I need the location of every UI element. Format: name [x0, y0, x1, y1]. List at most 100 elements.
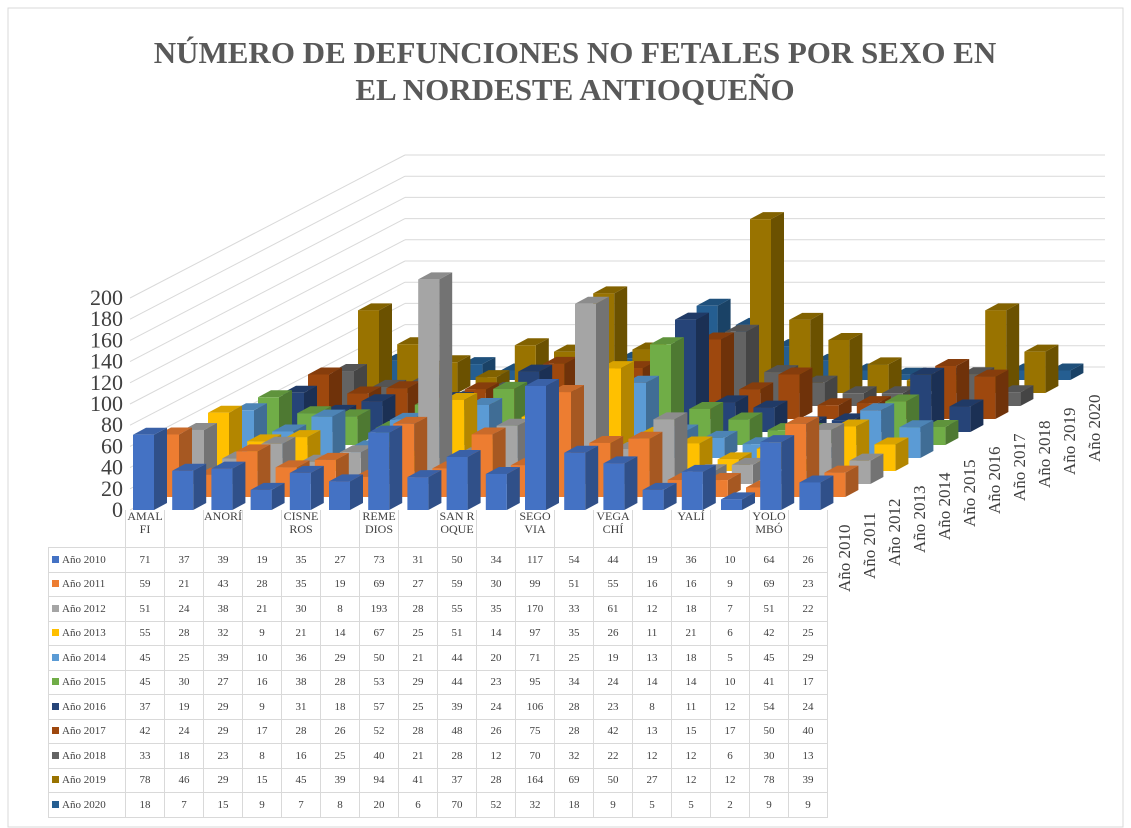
- table-value: 37: [125, 694, 165, 720]
- table-value: 17: [710, 718, 750, 744]
- legend-label: Año 2012: [62, 602, 106, 615]
- bar-front: [760, 442, 782, 510]
- table-value: 11: [632, 620, 672, 646]
- y-tick-label: 160: [90, 327, 123, 352]
- table-value: 8: [320, 596, 360, 622]
- table-value: 14: [476, 620, 516, 646]
- table-value: 31: [398, 547, 438, 573]
- table-value: 30: [281, 596, 321, 622]
- bar-top: [867, 357, 902, 365]
- bar-side: [945, 419, 959, 445]
- bar-top: [799, 475, 834, 483]
- bar: [485, 466, 520, 510]
- table-value: 39: [437, 694, 477, 720]
- table-value: 75: [515, 718, 555, 744]
- table-value: 94: [359, 767, 399, 793]
- table-value: 14: [632, 669, 672, 695]
- table-value: 9: [242, 694, 282, 720]
- bar-top: [208, 405, 242, 413]
- x-tick-label: SEGOVIA: [515, 510, 555, 548]
- bar-top: [275, 460, 310, 468]
- table-value: 40: [359, 743, 399, 769]
- table-value: 15: [242, 767, 282, 793]
- bar: [799, 475, 834, 510]
- table-value: 9: [242, 792, 282, 818]
- table-value: 17: [788, 669, 828, 695]
- bar-top: [236, 444, 271, 452]
- grid-line: [129, 154, 1105, 299]
- bar-side: [428, 470, 442, 510]
- table-value: 61: [593, 596, 633, 622]
- table-value: 78: [749, 767, 789, 793]
- legend-swatch: [52, 555, 59, 563]
- table-value: 21: [281, 620, 321, 646]
- table-value: 78: [125, 767, 165, 793]
- table-value: 10: [242, 645, 282, 671]
- bar-top: [650, 337, 684, 345]
- bar-side: [585, 445, 599, 510]
- bar: [172, 463, 207, 510]
- table-value: 35: [281, 571, 321, 597]
- x-tick-label: VEGACHÍ: [593, 510, 633, 548]
- table-value: 71: [515, 645, 555, 671]
- table-value: 5: [710, 645, 750, 671]
- bar-top: [496, 418, 531, 426]
- bar-front: [133, 434, 154, 510]
- table-value: 14: [320, 620, 360, 646]
- grid-line-side: [129, 239, 406, 384]
- table-value: 34: [554, 669, 594, 695]
- table-value: 50: [437, 547, 477, 573]
- table-value: 8: [632, 694, 672, 720]
- y-tick-label: 80: [101, 412, 123, 437]
- table-value: 38: [203, 596, 243, 622]
- bar-top: [261, 436, 296, 444]
- legend-entry: Año 2018: [48, 743, 126, 769]
- bar-front: [211, 468, 233, 510]
- bar-top: [250, 482, 285, 490]
- table-value: 170: [515, 596, 555, 622]
- bar-top: [824, 465, 859, 473]
- legend-entry: Año 2020: [48, 792, 126, 818]
- table-value: 29: [203, 694, 243, 720]
- bar-top: [731, 457, 766, 465]
- bar-front: [717, 459, 739, 471]
- bar-top: [314, 452, 349, 460]
- grid-line: [129, 175, 1105, 320]
- table-value: 34: [476, 547, 516, 573]
- table-row: Año 2020 18 7 15 9 7 8 20 6 70 52 32 18 9 5 5 2 9 9: [48, 792, 828, 818]
- bar: [525, 378, 559, 510]
- table-value: 28: [437, 743, 477, 769]
- table-value: 97: [515, 620, 555, 646]
- table-row: Año 2011 59 21 43 28 35 19 69 27 59 30 99 51 55 16 16 9 6…: [48, 571, 828, 597]
- bar-top: [974, 369, 1009, 377]
- bar-side: [1070, 363, 1084, 380]
- bar-side: [232, 461, 246, 510]
- bar-side: [332, 409, 346, 458]
- table-value: 13: [632, 718, 672, 744]
- grid-line-side: [129, 154, 406, 299]
- table-value: 9: [788, 792, 828, 818]
- table-value: 69: [749, 571, 789, 597]
- bar-top: [831, 413, 866, 421]
- bar-top: [785, 416, 820, 424]
- bar-top: [286, 430, 321, 438]
- bar-top: [728, 412, 763, 420]
- table-value: 25: [398, 694, 438, 720]
- bar-side: [742, 492, 755, 510]
- table-value: 12: [671, 743, 711, 769]
- bar-top: [714, 395, 749, 403]
- bar: [681, 464, 716, 510]
- table-value: 45: [749, 645, 789, 671]
- bar-top: [575, 296, 609, 304]
- depth-axis-label: Año 2013: [910, 485, 929, 553]
- bar-side: [193, 463, 207, 510]
- table-value: 22: [788, 596, 828, 622]
- table-value: 5: [671, 792, 711, 818]
- bar-side: [995, 369, 1009, 419]
- table-value: 51: [554, 571, 594, 597]
- bar-top: [258, 390, 292, 398]
- table-value: 27: [632, 767, 672, 793]
- legend-swatch: [52, 678, 59, 686]
- table-value: 18: [671, 645, 711, 671]
- bar-top: [760, 435, 795, 443]
